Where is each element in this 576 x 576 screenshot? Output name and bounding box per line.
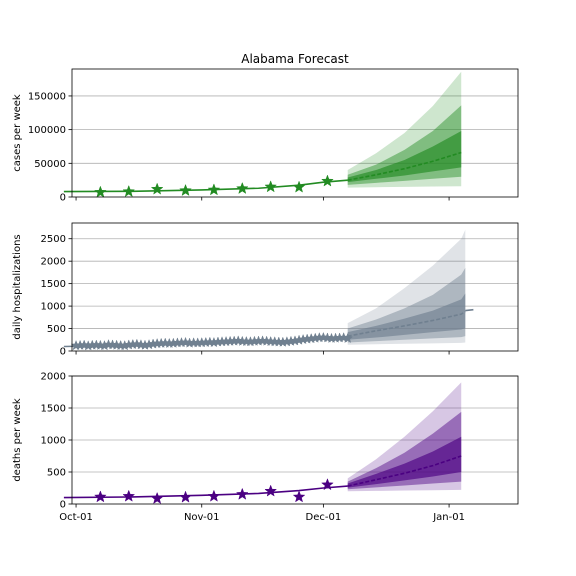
y-tick-label-hospitalizations: 500 <box>47 324 66 335</box>
chart-panels: 0 50000 100000 150000 cases per week 0 500 1000… <box>12 68 519 523</box>
chart-title: Alabama Forecast <box>241 52 349 66</box>
y-axis-label-cases: cases per week <box>12 94 23 172</box>
panel-deaths: 0 500 1000 1500 2000 deaths per week Oct-01 Nov… <box>12 372 519 523</box>
observed-point-cases <box>321 174 334 187</box>
observed-point-cases <box>179 183 192 197</box>
y-tick-label-cases: 150000 <box>28 91 66 102</box>
observed-point-cases <box>264 180 278 193</box>
x-tick-label: Jan-01 <box>432 512 465 523</box>
y-tick-label-hospitalizations: 1500 <box>41 279 66 290</box>
observed-point-cases <box>207 183 221 196</box>
y-tick-label-hospitalizations: 2000 <box>41 257 66 268</box>
observed-point-cases <box>122 184 136 198</box>
y-tick-label-hospitalizations: 2500 <box>41 234 66 245</box>
axes-frame-hospitalizations <box>71 222 519 352</box>
forecast-band-inner-hospitalizations <box>347 293 466 340</box>
observed-point-deaths <box>292 490 306 503</box>
y-axis-label-hospitalizations: daily hospitalizations <box>12 234 23 339</box>
fit-line-deaths <box>63 485 348 499</box>
y-tick-label-cases: 50000 <box>34 159 66 170</box>
observed-point-deaths <box>264 484 278 497</box>
y-tick-label-hospitalizations: 1000 <box>41 302 66 313</box>
forecast-median-hospitalizations <box>347 310 466 337</box>
observed-point-cases <box>292 180 306 193</box>
observed-point-deaths <box>150 491 164 504</box>
y-tick-label-deaths: 1000 <box>41 436 66 447</box>
y-axis-label-deaths: deaths per week <box>12 398 23 482</box>
y-tick-label-cases: 100000 <box>28 125 66 136</box>
observed-point-deaths <box>122 489 136 502</box>
observed-point-cases <box>150 182 164 195</box>
y-tick-label-cases: 0 <box>60 193 66 204</box>
observed-point-hospitalizations <box>342 332 354 344</box>
y-tick-label-deaths: 2000 <box>41 372 66 383</box>
forecast-median-deaths <box>347 455 462 487</box>
y-tick-label-deaths: 500 <box>47 468 66 479</box>
observed-point-deaths <box>179 490 192 503</box>
axes-frame-cases <box>71 68 519 198</box>
observed-point-deaths <box>207 489 221 502</box>
forecast-band-inner-cases <box>347 130 462 183</box>
panel-cases: 0 50000 100000 150000 cases per week <box>12 68 519 204</box>
forecast-band-inner-deaths <box>347 436 462 488</box>
panel-hospitalizations: 0 500 1000 1500 2000 2500 daily hospitalizatio… <box>12 222 519 358</box>
observed-point-deaths <box>235 487 249 500</box>
y-tick-label-deaths: 0 <box>60 500 66 511</box>
observed-point-deaths <box>321 478 334 491</box>
x-tick-label: Dec-01 <box>306 512 342 523</box>
forecast-tail-hospitalizations <box>465 308 474 312</box>
observed-point-deaths <box>94 490 107 503</box>
x-tick-label: Oct-01 <box>59 512 93 523</box>
y-tick-label-deaths: 1500 <box>41 404 66 415</box>
observed-point-cases <box>93 185 107 198</box>
y-tick-label-hospitalizations: 0 <box>60 347 66 358</box>
observed-point-cases <box>235 181 249 195</box>
forecast-median-cases <box>347 151 462 181</box>
x-tick-label: Nov-01 <box>184 512 220 523</box>
